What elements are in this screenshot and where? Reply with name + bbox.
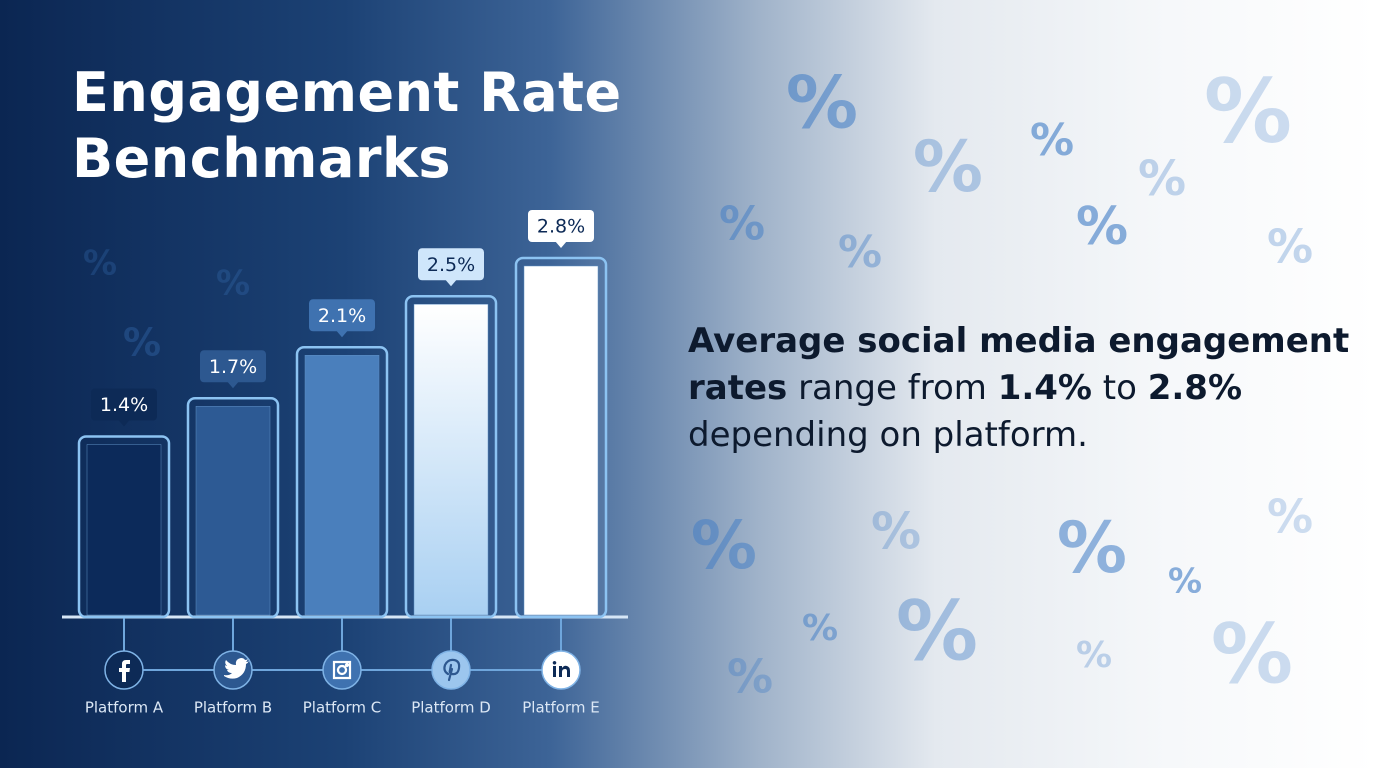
decor-percent: % (786, 61, 858, 145)
value-label: 2.1% (318, 305, 366, 327)
x-tick-label: Platform C (303, 699, 382, 717)
decor-percent: % (1204, 60, 1292, 163)
platform-icon (322, 650, 362, 690)
platform-glyph (332, 660, 352, 680)
bar-frame (295, 346, 389, 619)
value-bubble-pointer (118, 419, 130, 427)
platform-glyph-path (332, 660, 352, 680)
x-tick-label: Platform D (411, 699, 491, 717)
bar-frame (404, 295, 498, 619)
description-text: to (1091, 368, 1148, 408)
platform-glyph-path (443, 658, 461, 682)
decor-percent: % (83, 244, 117, 284)
value-bubble (309, 299, 375, 332)
decor-percent: % (691, 507, 757, 584)
decor-percent: % (1076, 635, 1112, 676)
decor-percent: % (1076, 197, 1128, 257)
decor-percent: % (1030, 115, 1074, 166)
bar (523, 265, 599, 616)
value-bubble-pointer (336, 330, 348, 338)
decor-percent: % (1267, 490, 1313, 544)
description-text: depending on platform. (688, 415, 1088, 455)
decor-percent: % (802, 608, 838, 649)
description: Average social media engagement rates ra… (688, 318, 1349, 459)
platform-glyph (119, 660, 130, 682)
description-text: rates (688, 368, 788, 408)
description-text: 1.4% (997, 368, 1092, 408)
decor-percent: % (727, 650, 773, 704)
value-bubble-pointer (227, 381, 239, 389)
bar (304, 355, 380, 616)
x-tick-label: Platform E (522, 699, 600, 717)
decor-percent: % (913, 126, 983, 208)
decor-percent: % (838, 227, 882, 278)
bar-frame (514, 256, 608, 619)
platform-glyph (552, 661, 570, 677)
chart-title: Engagement Rate Benchmarks (72, 61, 622, 190)
decor-percent: % (896, 584, 978, 679)
value-bubble-pointer (555, 241, 567, 248)
value-label: 1.4% (100, 394, 148, 416)
value-bubble (91, 388, 157, 421)
platform-glyph (443, 658, 461, 682)
decor-percent: % (719, 197, 765, 251)
value-label: 1.7% (209, 356, 257, 378)
decor-percent: % (871, 503, 921, 561)
value-bubble-pointer (445, 279, 457, 287)
value-label: 2.8% (537, 216, 585, 238)
bar (413, 304, 489, 616)
bar (86, 444, 162, 616)
bar-frame (186, 397, 280, 619)
decor-percent: % (1211, 607, 1293, 702)
x-tick-label: Platform B (194, 699, 272, 717)
decor-percent: % (1168, 562, 1202, 602)
value-label: 2.5% (427, 254, 475, 276)
bar-frame (77, 435, 171, 619)
platform-glyph (224, 658, 249, 679)
platform-glyph-path (224, 658, 249, 679)
description-text: range from (787, 368, 998, 408)
value-bubble (200, 350, 266, 383)
value-bubble (528, 210, 594, 242)
x-tick-label: Platform A (85, 699, 164, 717)
value-bubble (418, 248, 484, 281)
decor-percent: % (123, 321, 161, 365)
platform-glyph-path (119, 660, 130, 682)
bar (195, 406, 271, 616)
decor-percent: % (216, 264, 250, 304)
description-text: 2.8% (1147, 368, 1243, 408)
platform-glyph-path (552, 661, 570, 677)
decor-percent: % (1267, 220, 1313, 274)
decor-percent: % (1057, 507, 1127, 589)
decor-percent: % (1138, 151, 1186, 207)
description-text: Average social media engagement (688, 321, 1350, 361)
